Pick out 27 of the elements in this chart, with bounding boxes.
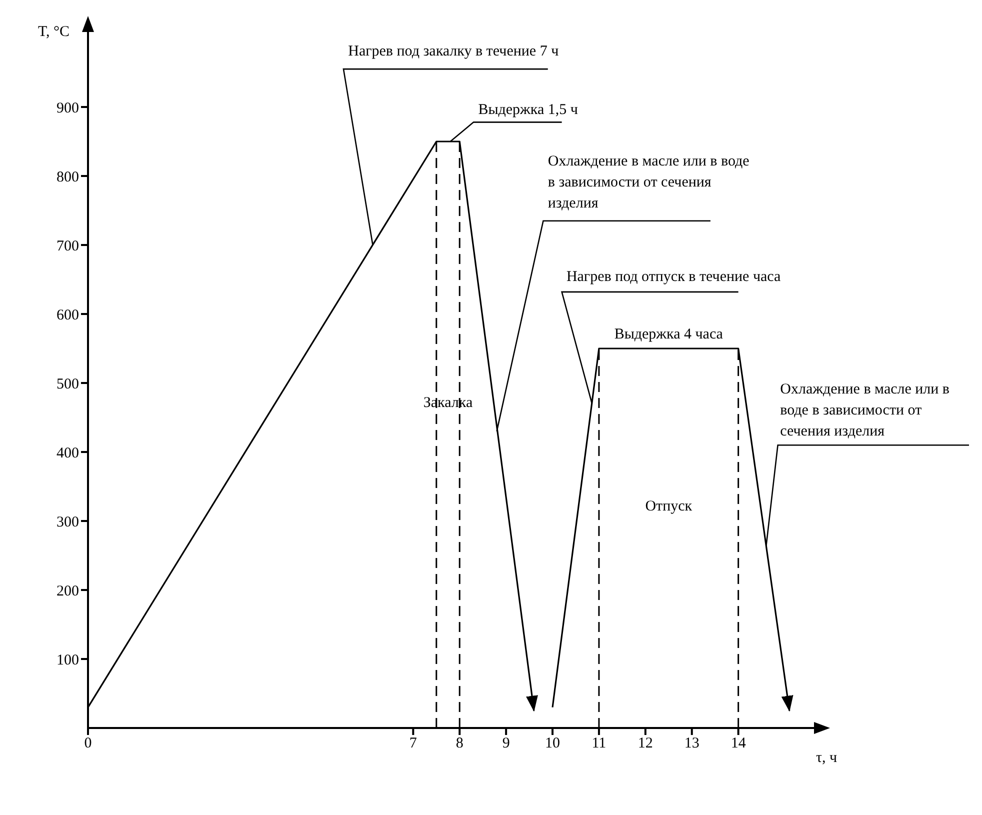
y-tick-label: 500 bbox=[56, 376, 79, 392]
y-tick-label: 200 bbox=[56, 583, 79, 600]
x-tick-label: 12 bbox=[638, 736, 653, 752]
y-tick-label: 400 bbox=[56, 445, 79, 462]
x-tick-label: 7 bbox=[409, 736, 418, 752]
x-axis-title: τ, ч bbox=[816, 750, 838, 766]
annotation: Выдержка 1,5 ч bbox=[478, 102, 578, 118]
y-tick-label: 300 bbox=[56, 514, 79, 530]
y-tick-label: 100 bbox=[56, 652, 79, 668]
annotation: Нагрев под отпуск в течение часа bbox=[566, 268, 782, 285]
x-tick-label: 8 bbox=[456, 736, 464, 752]
annotation: Нагрев под закалку в течение 7 ч bbox=[348, 43, 560, 60]
x-tick-label: 0 bbox=[84, 736, 92, 752]
y-axis-title: T, °C bbox=[38, 24, 70, 40]
x-tick-label: 10 bbox=[545, 736, 560, 752]
x-tick-label: 13 bbox=[684, 736, 700, 752]
annotation: Выдержка 4 часа bbox=[614, 326, 724, 342]
y-tick-label: 900 bbox=[56, 100, 79, 116]
y-tick-label: 800 bbox=[56, 169, 79, 186]
annotation: Охлаждение в масле или в воде в зависимости от сечения изделия bbox=[548, 154, 750, 212]
x-tick-label: 14 bbox=[730, 736, 746, 752]
y-tick-label: 600 bbox=[56, 307, 79, 324]
x-tick-label: 11 bbox=[592, 736, 606, 752]
annotation: Охлаждение в масле или в воде в зависимости от сечения изделия bbox=[780, 381, 950, 440]
x-tick-label: 9 bbox=[502, 736, 510, 752]
annotation: Отпуск bbox=[645, 498, 693, 515]
y-tick-label: 700 bbox=[56, 238, 79, 254]
